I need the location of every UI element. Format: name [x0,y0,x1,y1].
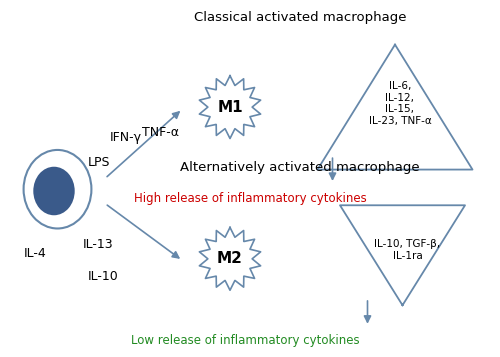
Text: Alternatively activated macrophage: Alternatively activated macrophage [180,161,420,174]
Text: Low release of inflammatory cytokines: Low release of inflammatory cytokines [130,335,360,347]
Ellipse shape [209,238,251,280]
Ellipse shape [24,150,92,228]
Text: IL-10, TGF-β,
IL-1ra: IL-10, TGF-β, IL-1ra [374,239,440,261]
Text: IL-6,
IL-12,
IL-15,
IL-23, TNF-α: IL-6, IL-12, IL-15, IL-23, TNF-α [368,81,432,126]
Text: TNF-α: TNF-α [142,126,180,139]
Text: LPS: LPS [88,156,110,169]
Text: IL-10: IL-10 [88,270,118,283]
Text: IFN-γ: IFN-γ [110,131,142,144]
Text: M1: M1 [217,100,243,115]
Text: M2: M2 [217,251,243,266]
Text: IL-4: IL-4 [24,247,47,260]
Ellipse shape [34,167,74,215]
Text: High release of inflammatory cytokines: High release of inflammatory cytokines [134,192,366,205]
Text: IL-13: IL-13 [82,238,113,251]
Ellipse shape [209,86,251,128]
Text: Classical activated macrophage: Classical activated macrophage [194,11,406,24]
